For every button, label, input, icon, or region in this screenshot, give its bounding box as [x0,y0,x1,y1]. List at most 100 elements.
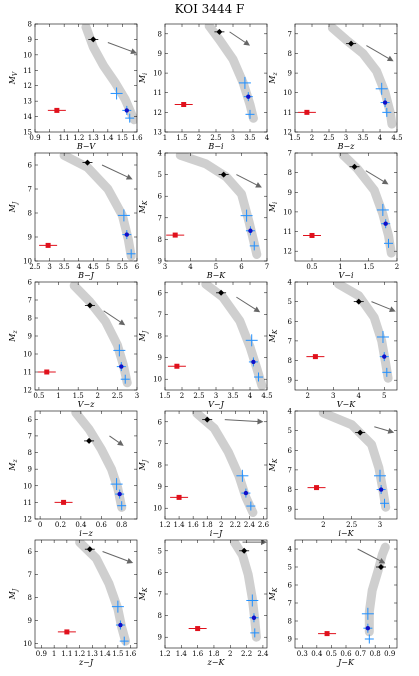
x-tick-label: 3 [47,263,51,271]
x-axis-label: V−K [337,400,356,409]
plot-area [167,282,267,390]
x-tick-label: 5 [382,392,386,400]
y-axis-label: MK [138,587,149,601]
extinction-arrow-head [386,55,394,62]
x-axis-label: B−V [76,142,97,151]
x-tick-label: 1.3 [88,134,99,142]
y-axis-label: Mz [268,71,279,84]
x-tick-label: 3.5 [59,263,70,271]
x-axis-label: J−K [336,658,355,667]
error-reference-point [44,369,50,375]
y-axis-label: Mi [268,202,279,213]
isochrone-band [81,24,137,125]
x-tick-label: 1.1 [59,134,70,142]
x-tick-label: 0.6 [340,650,352,658]
x-tick-label: 4.5 [88,263,99,271]
y-axis-label: MK [138,200,149,214]
error-reference-point [324,631,330,637]
companion-point [251,615,257,620]
x-tick-label: 1 [56,392,60,400]
x-tick-label: 2 [197,134,201,142]
y-tick-label: 11 [283,109,292,117]
companion-point [246,94,251,99]
x-tick-label: 0.4 [311,650,323,658]
error-reference-point [195,626,201,632]
y-tick-label: 10 [23,640,32,648]
x-axis-label: z−K [207,658,226,667]
extinction-arrow-head [378,557,386,564]
y-tick-label: 11 [23,67,32,75]
y-axis-label: MV [8,71,19,85]
error-reference-point [172,232,178,238]
extinction-arrow [107,42,132,52]
y-tick-label: 6 [158,193,163,201]
y-axis-label: MJ [8,201,19,213]
y-tick-label: 9 [28,617,32,625]
y-axis-label: MK [268,329,279,343]
companion-point [251,359,256,365]
x-tick-label: 1.2 [74,650,85,658]
y-tick-label: 8 [158,236,162,244]
x-tick-label: 0.9 [36,650,47,658]
y-tick-label: 9 [158,483,162,491]
panel-13: 0.9 1 1.1 1.2 1.3 1.4 1.5 1.6 6 7 8 9 10 z−J MJ [8,539,138,667]
extinction-arrow-head [117,439,124,446]
y-tick-label: 6 [288,318,293,326]
x-tick-label: 5 [214,263,218,271]
y-tick-label: 9 [28,36,32,44]
y-tick-label: 13 [153,129,162,137]
extinction-arrow-head [261,540,267,546]
error-reference-point [174,363,180,369]
extinction-arrow-head [243,39,250,46]
x-tick-label: 4 [76,263,81,271]
y-tick-label: 9 [28,466,32,474]
y-tick-label: 8 [158,333,162,341]
x-tick-label: 1 [338,263,342,271]
x-tick-label: 3 [214,392,218,400]
y-tick-label: 6 [158,418,163,426]
y-tick-label: 7 [28,432,32,440]
y-tick-label: 11 [153,89,162,97]
extinction-arrow-head [118,319,126,326]
x-tick-label: 2 [310,134,314,142]
x-tick-label: 2.6 [258,521,270,529]
error-reference-point [64,629,70,635]
panel-frame [34,152,138,262]
plot-area [174,24,258,123]
companion-point [383,221,388,226]
panel-frame [294,281,398,391]
y-axis-label: MJ [138,330,149,342]
y-tick-label: 8 [288,357,292,365]
extinction-arrow [236,296,256,310]
x-tick-label: 1.6 [188,521,200,529]
error-reference-point [314,485,320,491]
x-tick-label: 1.5 [176,134,187,142]
y-tick-label: 9 [158,354,162,362]
x-tick-label: 5 [106,263,110,271]
primary-point [90,36,97,43]
y-axis-label: MK [268,587,279,601]
y-tick-label: 7 [28,571,32,579]
extinction-arrow [229,31,246,43]
error-reference-point [45,242,51,248]
extinction-arrow-head [126,558,134,564]
x-tick-label: 6 [239,263,244,271]
x-tick-label: 2 [96,392,100,400]
y-tick-label: 8 [28,21,32,29]
plot-area [166,153,262,259]
y-tick-label: 5 [288,298,292,306]
y-tick-label: 7 [158,311,162,319]
x-tick-label: 3 [344,134,348,142]
x-tick-label: 0.3 [297,650,308,658]
y-tick-label: 7 [288,600,292,608]
x-tick-label: 2.5 [210,134,221,142]
x-tick-label: 1.2 [159,521,170,529]
plot-area [54,411,127,512]
primary-point [84,159,91,166]
companion-point [382,354,387,359]
y-tick-label: 9 [288,636,292,644]
companion-point [378,487,384,492]
panel-frame [34,23,138,133]
x-axis-label: V−J [208,400,224,409]
error-reference-point [181,102,187,108]
